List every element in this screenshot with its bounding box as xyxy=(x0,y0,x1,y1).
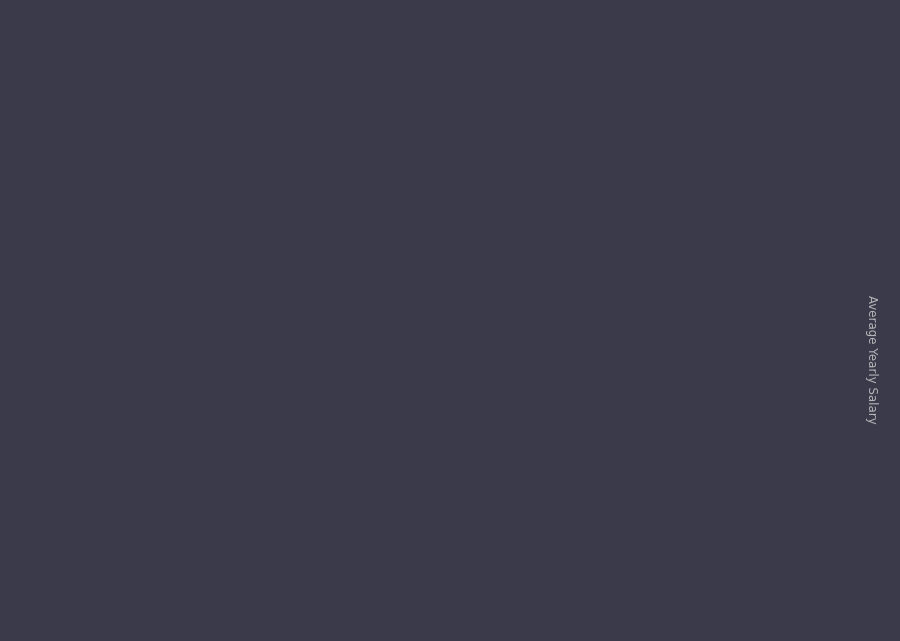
Polygon shape xyxy=(210,351,287,358)
Text: +21%: +21% xyxy=(396,198,468,218)
Polygon shape xyxy=(335,303,347,542)
Polygon shape xyxy=(335,296,412,303)
Text: 43,500 GBP: 43,500 GBP xyxy=(491,224,573,238)
Polygon shape xyxy=(584,219,662,226)
Bar xyxy=(472,253,536,542)
Bar xyxy=(597,226,662,542)
Polygon shape xyxy=(584,226,597,542)
Polygon shape xyxy=(210,358,222,542)
Bar xyxy=(347,303,412,542)
Bar xyxy=(654,226,662,542)
Text: explorer.com: explorer.com xyxy=(439,585,547,603)
Text: salary: salary xyxy=(382,585,439,603)
Text: +34%: +34% xyxy=(146,303,218,322)
Polygon shape xyxy=(85,398,162,405)
Text: 27,700 GBP: 27,700 GBP xyxy=(214,328,296,342)
Polygon shape xyxy=(459,246,536,253)
Text: 36,000 GBP: 36,000 GBP xyxy=(367,273,448,287)
Polygon shape xyxy=(709,203,787,210)
Bar xyxy=(778,210,787,542)
Text: 47,600 GBP: 47,600 GBP xyxy=(616,196,698,210)
Bar xyxy=(529,253,536,542)
Text: 50,100 GBP: 50,100 GBP xyxy=(742,180,823,194)
Polygon shape xyxy=(85,405,97,542)
Bar xyxy=(222,358,287,542)
Bar xyxy=(154,405,162,542)
Text: Salary Comparison By Experience: Salary Comparison By Experience xyxy=(48,87,599,115)
Text: +9%: +9% xyxy=(528,171,585,190)
Bar xyxy=(279,358,287,542)
Text: 20,600 GBP: 20,600 GBP xyxy=(77,375,158,389)
Polygon shape xyxy=(709,210,722,542)
Polygon shape xyxy=(459,253,472,542)
Text: +5%: +5% xyxy=(653,154,710,174)
Text: Average Yearly Salary: Average Yearly Salary xyxy=(865,295,878,423)
Bar xyxy=(97,405,162,542)
Text: +30%: +30% xyxy=(271,247,343,267)
Bar xyxy=(722,210,787,542)
Text: Document Control Officer: Document Control Officer xyxy=(48,119,298,137)
Bar xyxy=(404,303,412,542)
